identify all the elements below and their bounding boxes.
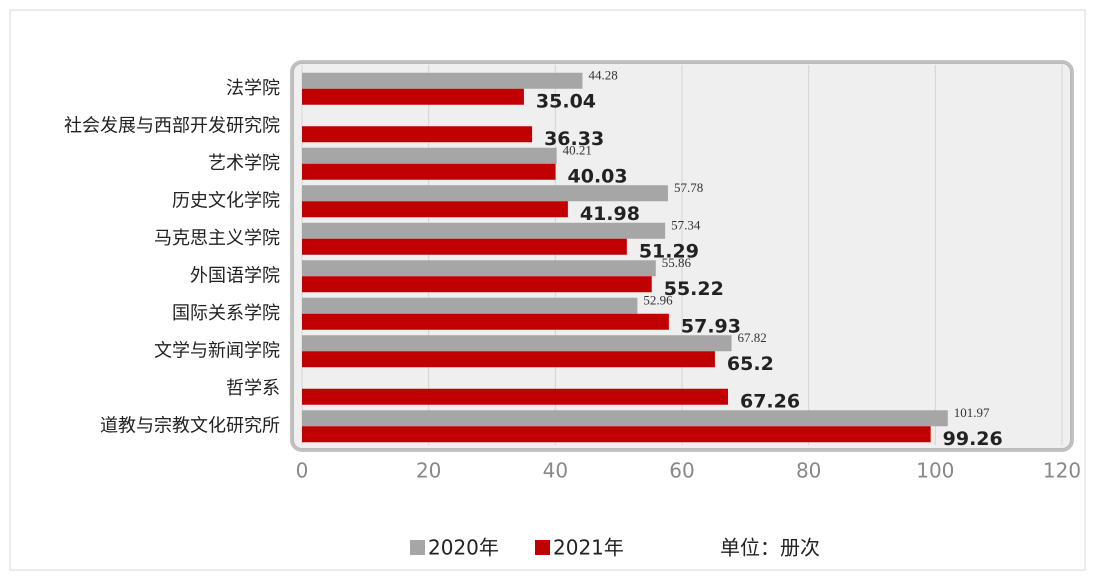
y-tick-label: 马克思主义学院 <box>154 228 280 249</box>
bar <box>302 238 627 255</box>
value-label: 57.78 <box>674 180 703 195</box>
x-tick-label: 80 <box>796 459 821 483</box>
y-tick-label: 外国语学院 <box>190 265 280 286</box>
value-label: 41.98 <box>580 203 640 225</box>
y-tick-label: 哲学系 <box>226 378 280 399</box>
y-tick-label: 艺术学院 <box>208 153 280 174</box>
value-label: 57.93 <box>681 315 741 337</box>
legend-swatch <box>535 540 550 555</box>
bar <box>302 388 728 405</box>
bar <box>302 335 732 352</box>
bar <box>302 185 668 202</box>
x-tick-label: 60 <box>669 459 694 483</box>
x-tick-label: 100 <box>916 459 954 483</box>
value-label: 44.28 <box>588 68 617 83</box>
legend-label: 2021年 <box>553 536 624 560</box>
legend-label: 2020年 <box>428 536 499 560</box>
value-label: 40.03 <box>568 165 628 187</box>
value-label: 36.33 <box>544 128 604 150</box>
value-label: 65.2 <box>727 353 774 375</box>
value-label: 40.21 <box>563 143 592 158</box>
x-tick-label: 40 <box>543 459 568 483</box>
x-tick-label: 20 <box>416 459 441 483</box>
value-label: 55.86 <box>662 255 692 270</box>
bar <box>302 313 669 330</box>
bar <box>302 260 656 277</box>
y-tick-label: 历史文化学院 <box>172 190 280 211</box>
bar <box>302 163 556 180</box>
x-tick-label: 0 <box>296 459 309 483</box>
value-label: 67.26 <box>740 390 800 412</box>
value-label: 101.97 <box>954 405 990 420</box>
bar <box>302 88 524 105</box>
value-label: 55.22 <box>664 278 724 300</box>
bar <box>302 276 652 293</box>
y-tick-label: 道教与宗教文化研究所 <box>100 415 280 436</box>
bar <box>302 351 715 368</box>
y-tick-label: 法学院 <box>226 78 280 99</box>
bar <box>302 126 533 143</box>
y-tick-label: 社会发展与西部开发研究院 <box>64 115 280 136</box>
x-tick-label: 120 <box>1043 459 1081 483</box>
value-label: 57.34 <box>671 218 701 233</box>
legend-swatch <box>410 540 425 555</box>
value-label: 51.29 <box>639 240 699 262</box>
bar <box>302 201 568 218</box>
value-label: 67.82 <box>738 330 767 345</box>
bar <box>302 410 948 427</box>
unit-note: 单位：册次 <box>720 536 820 560</box>
value-label: 35.04 <box>536 90 596 112</box>
y-tick-label: 国际关系学院 <box>172 303 280 324</box>
value-label: 99.26 <box>943 428 1003 450</box>
bar <box>302 72 583 89</box>
bar <box>302 297 638 314</box>
bar <box>302 147 557 164</box>
bar <box>302 426 931 443</box>
value-label: 52.96 <box>643 293 673 308</box>
y-tick-label: 文学与新闻学院 <box>154 340 280 361</box>
bar <box>302 222 666 239</box>
